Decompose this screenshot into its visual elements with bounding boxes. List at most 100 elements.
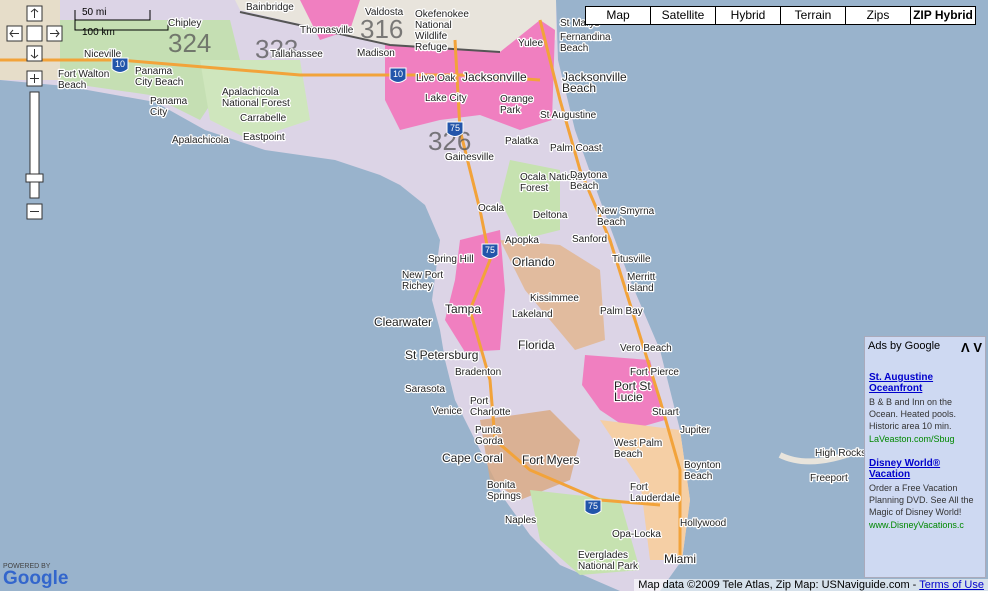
terms-link[interactable]: Terms of Use	[919, 579, 984, 591]
map-type-button[interactable]: Terrain	[780, 6, 846, 25]
ad-url[interactable]: LaVeaston.com/Sbug	[869, 434, 955, 444]
city-line: Beach	[614, 449, 642, 460]
city-line: Madison	[357, 48, 395, 59]
zoom-thumb[interactable]	[25, 173, 44, 183]
city-line: Gorda	[475, 436, 503, 447]
pan-center[interactable]	[26, 25, 43, 42]
city-label: Chipley	[168, 18, 201, 29]
city-line: Thomasville	[300, 25, 354, 36]
city-label: Fort Pierce	[630, 367, 679, 378]
city-label: Venice	[432, 406, 462, 417]
city-label: New Smyrna Beach	[597, 206, 655, 228]
scale-label: 100 km	[82, 27, 115, 38]
city-label: Panama City Beach	[135, 66, 183, 88]
city-line: West Palm	[614, 438, 662, 449]
shield	[584, 499, 602, 515]
shield	[111, 57, 129, 73]
ad-url[interactable]: www.DisneyVacations.c	[869, 520, 964, 530]
city-line: Kissimmee	[530, 293, 579, 304]
city-line: Beach	[684, 471, 712, 482]
city-label: Sanford	[572, 234, 607, 245]
city-line: Vero Beach	[620, 343, 672, 354]
city-label: St Augustine	[540, 110, 597, 121]
city-line: Valdosta	[365, 7, 404, 18]
city-label: Spring Hill	[428, 254, 474, 265]
map-type-button[interactable]: ZIP Hybrid	[910, 6, 976, 25]
city-line: Daytona	[570, 170, 608, 181]
city-label: Daytona Beach	[570, 170, 608, 192]
city-label: Merritt Island	[627, 272, 656, 294]
city-line: Ocala National	[520, 172, 586, 183]
city-line: Hollywood	[680, 518, 726, 529]
city-line: Jacksonville	[562, 70, 627, 84]
city-label: Fort Walton Beach	[58, 69, 109, 91]
city-line: Fort Pierce	[630, 367, 679, 378]
city-label: Ocala	[478, 203, 505, 214]
city-line: Bradenton	[455, 367, 501, 378]
city-line: Fort Walton	[58, 69, 109, 80]
city-line: Cape Coral	[442, 451, 503, 465]
city-line: St Petersburg	[405, 348, 478, 362]
city-line: Port St	[614, 379, 651, 393]
map-type-button[interactable]: Map	[585, 6, 651, 25]
city-label: Titusville	[612, 254, 651, 265]
map-type-button[interactable]: Satellite	[650, 6, 716, 25]
map-type-button[interactable]: Zips	[845, 6, 911, 25]
city-line: Ocala	[478, 203, 505, 214]
city-line: St Augustine	[540, 110, 597, 121]
city-line: Punta	[475, 425, 502, 436]
city-line: High Rocks	[815, 448, 866, 459]
city-line: Refuge	[415, 42, 448, 53]
city-line: Clearwater	[374, 315, 432, 329]
city-line: Jupiter	[680, 425, 711, 436]
map-type-button[interactable]: Hybrid	[715, 6, 781, 25]
highway	[538, 19, 682, 560]
arrows	[9, 8, 60, 59]
city-line: Titusville	[612, 254, 651, 265]
city-label: Bonita Springs	[487, 480, 521, 502]
ad-text: B & B and Inn on the Ocean. Heated pools…	[869, 397, 957, 431]
zoom-track[interactable]	[29, 91, 40, 199]
city-line: Sanford	[572, 234, 607, 245]
city-label: Jupiter	[680, 425, 711, 436]
city-line: Sarasota	[405, 384, 445, 395]
city-line: Everglades	[578, 550, 628, 561]
city-label: Yulee	[518, 38, 543, 49]
city-label: Gainesville	[445, 152, 494, 163]
ad-title[interactable]: Disney World® Vacation	[869, 458, 941, 480]
city-line: Jacksonville	[462, 70, 527, 84]
city-label: Bainbridge	[246, 2, 294, 13]
city-line: Spring Hill	[428, 254, 474, 265]
city-line: New Smyrna	[597, 206, 655, 217]
city-label: Lakeland	[512, 309, 553, 320]
orange-area	[500, 240, 605, 350]
city-line: National Forest	[222, 98, 290, 109]
green-area	[200, 60, 310, 140]
city-label: Jacksonville	[462, 70, 527, 84]
city-label: Palm Coast	[550, 143, 602, 154]
shield-number: 75	[588, 501, 598, 511]
city-label: Palm Bay	[600, 306, 643, 317]
pink-area	[300, 0, 360, 40]
city-line: Fort	[630, 482, 648, 493]
zoom-controls[interactable]	[6, 5, 63, 220]
ads-arrows[interactable]: Λ V	[961, 340, 982, 355]
city-line: Stuart	[652, 407, 679, 418]
city-label: Florida	[518, 338, 555, 352]
city-label: Apalachicola	[172, 135, 229, 146]
city-line: Gainesville	[445, 152, 494, 163]
shield-number: 75	[485, 245, 495, 255]
city-line: Wildlife	[415, 31, 448, 42]
powered-by: POWERED BY	[3, 563, 51, 570]
city-line: Naples	[505, 515, 536, 526]
shield	[389, 67, 407, 83]
city-label: Bradenton	[455, 367, 501, 378]
labels: 324 3233163261010757575BainbridgeThomasvi…	[57, 1, 868, 574]
city-line: Richey	[402, 281, 433, 292]
ad-title[interactable]: St. Augustine Oceanfront	[869, 372, 934, 394]
green-area	[530, 490, 640, 575]
city-line: Orange	[500, 94, 534, 105]
city-line: City Beach	[135, 77, 183, 88]
city-line: Okefenokee	[415, 9, 469, 20]
